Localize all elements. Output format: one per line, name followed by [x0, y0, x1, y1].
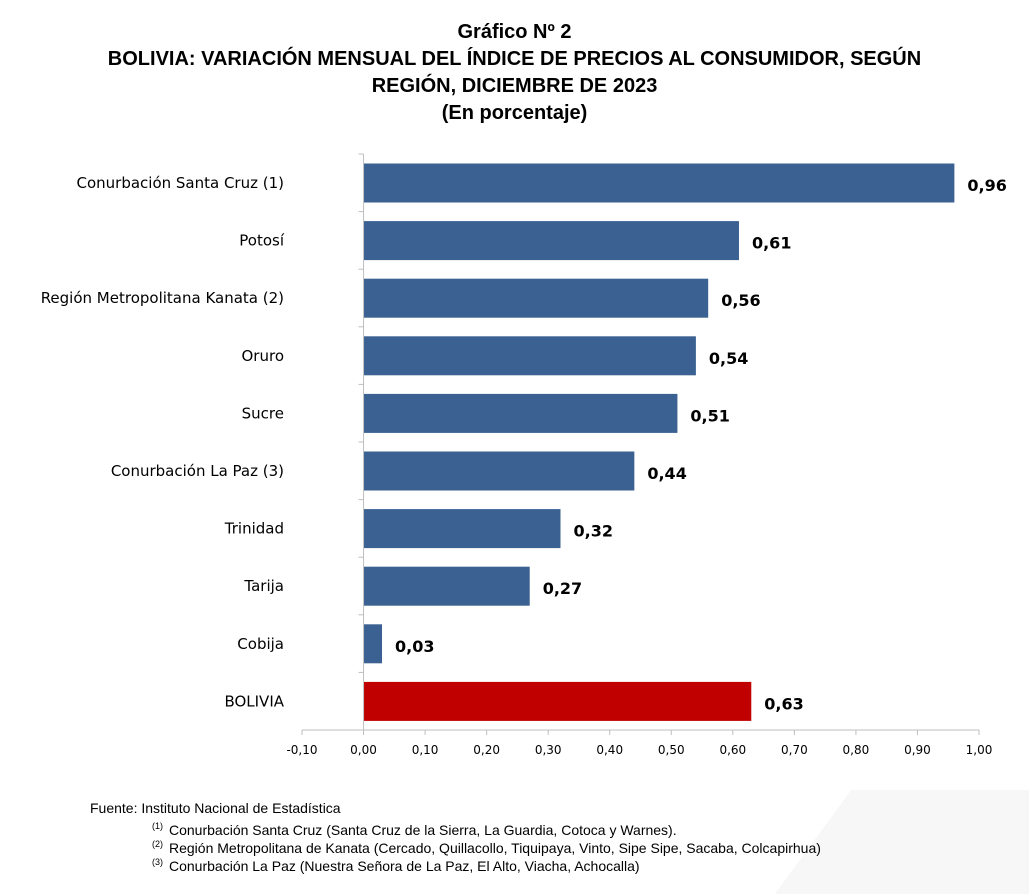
x-tick-label: 0,40 [596, 743, 623, 757]
category-label: Tarija [243, 577, 284, 595]
source-note: Fuente: Instituto Nacional de Estadístic… [90, 800, 341, 816]
footnote-text: Conurbación Santa Cruz (Santa Cruz de la… [169, 822, 677, 838]
chart-title-line-2: REGIÓN, DICIEMBRE DE 2023 [371, 75, 658, 97]
footnote-1: (1) Conurbación Santa Cruz (Santa Cruz de… [152, 818, 677, 839]
footnote-2: (2) Región Metropolitana de Kanata (Cerca… [152, 836, 821, 857]
x-tick-label: 0,30 [535, 743, 562, 757]
footnote-mark: (1) [152, 821, 163, 831]
category-label: Conurbación Santa Cruz (1) [76, 174, 284, 192]
category-label: Cobija [237, 635, 284, 653]
data-label: 0,51 [690, 406, 729, 425]
category-label: Sucre [242, 404, 284, 422]
bar-chart: Conurbación Santa Cruz (1) 0,96 Potosí 0,61… [41, 153, 1007, 757]
x-tick-label: 0,70 [781, 743, 808, 757]
bar [363, 451, 635, 491]
bar [363, 393, 678, 433]
x-tick-label: 0,10 [412, 743, 439, 757]
x-tick-label: 0,80 [843, 743, 870, 757]
x-tick-label: -0,10 [286, 743, 317, 757]
footnote-mark: (2) [152, 839, 163, 849]
bar [363, 624, 383, 664]
bar [363, 221, 739, 261]
category-label: Oruro [242, 347, 285, 365]
x-tick-label: 1,00 [966, 743, 993, 757]
data-label: 0,54 [709, 349, 748, 368]
data-label: 0,44 [647, 464, 686, 483]
footnote-text: Conurbación La Paz (Nuestra Señora de La… [169, 858, 640, 874]
chart-number: Gráfico Nº 2 [457, 21, 572, 43]
category-label: Potosí [239, 232, 285, 250]
data-label: 0,96 [967, 176, 1006, 195]
chart-subtitle: (En porcentaje) [441, 102, 588, 124]
bar [363, 509, 561, 549]
x-tick-label: 0,00 [350, 743, 377, 757]
data-label: 0,27 [543, 579, 582, 598]
category-label: Trinidad [224, 520, 284, 538]
x-tick-label: 0,50 [658, 743, 685, 757]
bar [363, 566, 530, 606]
x-tick-label: 0,60 [719, 743, 746, 757]
data-label: 0,03 [395, 637, 434, 656]
footnote-3: (3) Conurbación La Paz (Nuestra Señora de… [152, 854, 640, 875]
x-tick-label: 0,90 [904, 743, 931, 757]
footnote-text: Región Metropolitana de Kanata (Cercado,… [169, 840, 821, 856]
category-label: Región Metropolitana Kanata (2) [41, 289, 284, 307]
bar [363, 163, 955, 203]
bar [363, 278, 709, 318]
x-tick-label: 0,20 [473, 743, 500, 757]
category-label: Conurbación La Paz (3) [111, 462, 284, 480]
data-label: 0,63 [764, 694, 803, 713]
data-label: 0,32 [573, 522, 612, 541]
bar [363, 681, 752, 721]
category-label: BOLIVIA [224, 692, 284, 710]
bar [363, 336, 696, 376]
data-label: 0,61 [752, 234, 791, 253]
chart-title-line-1: BOLIVIA: VARIACIÓN MENSUAL DEL ÍNDICE DE… [107, 48, 922, 70]
footnote-mark: (3) [152, 857, 163, 867]
data-label: 0,56 [721, 291, 760, 310]
